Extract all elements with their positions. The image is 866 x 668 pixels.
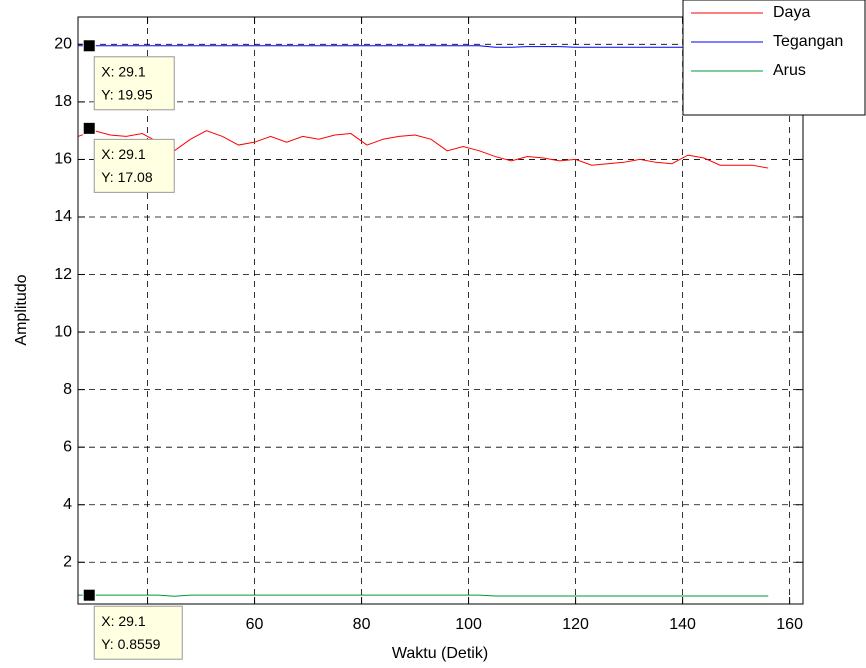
plot-area [78, 17, 803, 604]
data-line [78, 594, 769, 597]
y-tick-label: 14 [54, 208, 72, 225]
datatip-x: X: 29.1 [101, 613, 146, 629]
x-tick-label: 120 [562, 616, 589, 633]
datatip-y: Y: 19.95 [101, 86, 153, 102]
y-tick-label: 20 [54, 36, 72, 53]
y-tick-label: 18 [54, 93, 72, 110]
datatip-marker [82, 39, 96, 53]
datatip: X: 29.1 Y: 19.95 [82, 39, 175, 111]
datatip-box [93, 605, 183, 660]
x-tick-label: 160 [776, 616, 803, 633]
datatip-x: X: 29.1 [101, 63, 146, 79]
legend-label: Daya [773, 4, 810, 21]
legend-box [682, 0, 866, 116]
legend-label: Arus [773, 62, 806, 79]
y-tick-label: 8 [63, 381, 72, 398]
y-axis-label: Amplitudo [13, 274, 30, 345]
y-tick-label: 2 [63, 553, 72, 570]
x-tick-label: 100 [455, 616, 482, 633]
plot-frame [77, 16, 804, 605]
data-line [78, 45, 769, 48]
x-tick-label: 60 [246, 616, 264, 633]
datatip: X: 29.1 Y: 17.08 [82, 121, 175, 193]
x-tick-label: 140 [669, 616, 696, 633]
y-tick-label: 10 [54, 323, 72, 340]
x-tick-label: 80 [353, 616, 371, 633]
datatip-marker [82, 588, 96, 602]
datatip-y: Y: 17.08 [101, 169, 153, 185]
data-line [77, 130, 769, 169]
datatip-box [93, 138, 175, 193]
x-axis-label: Waktu (Detik) [392, 645, 488, 662]
datatip: X: 29.1 Y: 0.8559 [82, 588, 183, 660]
datatip-marker [82, 121, 96, 135]
datatip-box [93, 56, 175, 111]
legend-label: Tegangan [773, 33, 843, 50]
y-tick-label: 16 [54, 151, 72, 168]
y-tick-label: 6 [63, 438, 72, 455]
y-tick-label: 4 [63, 496, 72, 513]
datatip-y: Y: 0.8559 [101, 636, 160, 652]
datatip-x: X: 29.1 [101, 146, 146, 162]
y-tick-label: 12 [54, 266, 72, 283]
